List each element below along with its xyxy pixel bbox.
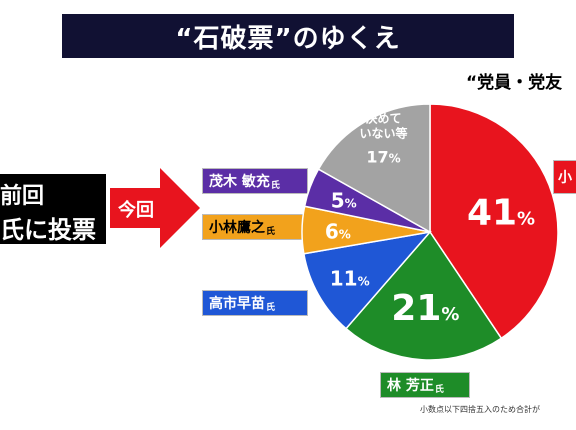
label-takaichi: 高市早苗氏 bbox=[202, 290, 308, 316]
arrow-label: 今回 bbox=[118, 200, 154, 221]
slice-value-label-koizumi: 41% bbox=[467, 192, 535, 233]
label-motegi: 茂木 敏充氏 bbox=[202, 168, 308, 194]
slice-value-label-undecided: 17% bbox=[366, 147, 400, 166]
chart-subtitle: “党員・党友 bbox=[466, 73, 563, 93]
slice-inner-label-undecided-0: 決めて bbox=[365, 110, 401, 125]
footnote: 小数点以下四捨五入のため合計が bbox=[420, 405, 540, 414]
slice-value-label-motegi: 5% bbox=[331, 189, 357, 213]
label-koizumi: 小 bbox=[553, 160, 576, 194]
slice-inner-label-undecided-1: いない等 bbox=[359, 125, 407, 140]
pie-slice-undecided bbox=[317, 103, 431, 234]
slice-value-label-takaichi: 11% bbox=[330, 266, 370, 290]
arrow-icon bbox=[110, 168, 200, 248]
pie-slice-takaichi bbox=[303, 230, 432, 330]
slice-value-label-hayashi: 21% bbox=[391, 288, 459, 329]
label-hayashi: 林 芳正氏 bbox=[380, 372, 470, 398]
chart-title: “石破票”のゆくえ bbox=[62, 14, 514, 58]
previous-vote-box: 前回 氏に投票 bbox=[0, 174, 106, 244]
slice-value-label-kobayashi: 6% bbox=[325, 220, 351, 244]
label-kobayashi: 小林鷹之氏 bbox=[202, 214, 308, 240]
previous-vote-line1: 前回 bbox=[0, 184, 45, 209]
pie-slice-hayashi bbox=[344, 230, 503, 361]
pie-slice-koizumi bbox=[429, 103, 559, 340]
previous-vote-line2: 氏に投票 bbox=[0, 216, 96, 244]
